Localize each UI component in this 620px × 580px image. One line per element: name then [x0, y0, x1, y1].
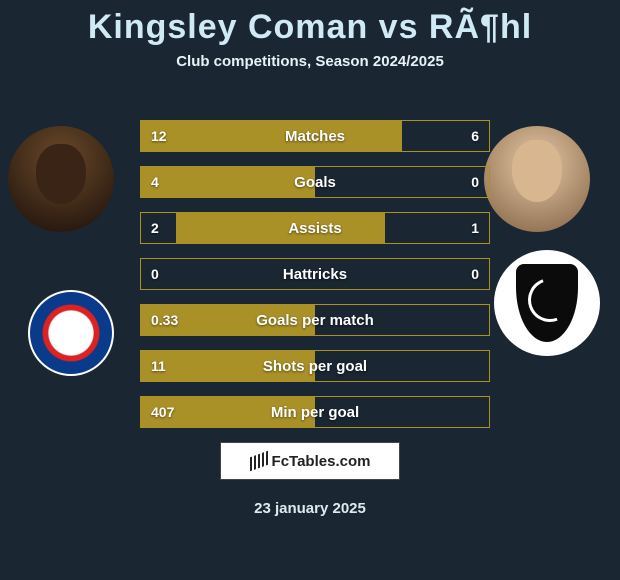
stat-row: 407Min per goal: [140, 396, 490, 428]
stat-value-left: 12: [151, 121, 167, 151]
stat-value-right: 0: [471, 167, 479, 197]
stat-value-right: 6: [471, 121, 479, 151]
stat-bar-right: [315, 121, 402, 151]
stat-row: 0 0Hattricks: [140, 258, 490, 290]
stat-label: Hattricks: [141, 259, 489, 289]
stat-value-left: 407: [151, 397, 174, 427]
stat-row: 21Assists: [140, 212, 490, 244]
generation-date: 23 january 2025: [0, 500, 620, 517]
stat-bar-left: [141, 167, 315, 197]
stat-value-left: 0.33: [151, 305, 178, 335]
stat-value-left: 11: [151, 351, 166, 381]
player-right-avatar: [484, 126, 590, 232]
club-right-shield-icon: [516, 264, 578, 342]
stat-value-left: 2: [151, 213, 159, 243]
stat-value-left: 4: [151, 167, 159, 197]
comparison-title: Kingsley Coman vs RÃ¶hl: [0, 0, 620, 47]
stat-row: 40Goals: [140, 166, 490, 198]
stat-row: 11Shots per goal: [140, 350, 490, 382]
site-logo: FcTables.com: [220, 442, 400, 480]
stat-value-left: 0: [151, 259, 159, 289]
comparison-subtitle: Club competitions, Season 2024/2025: [0, 53, 620, 70]
stat-bar-left: [141, 121, 315, 151]
stat-row: 126Matches: [140, 120, 490, 152]
stat-bar-left: [141, 351, 315, 381]
site-brand-text: FcTables.com: [272, 453, 371, 470]
stats-comparison-table: 126Matches40Goals21Assists00Hattricks0.3…: [140, 120, 490, 442]
stat-value-right: 0: [471, 259, 479, 289]
club-right-badge: [494, 250, 600, 356]
player-left-avatar: [8, 126, 114, 232]
stat-bar-right: [315, 213, 385, 243]
bars-icon: [250, 451, 268, 472]
stat-bar-left: [176, 213, 315, 243]
stat-value-right: 1: [471, 213, 479, 243]
club-left-badge: [28, 290, 114, 376]
stat-row: 0.33Goals per match: [140, 304, 490, 336]
